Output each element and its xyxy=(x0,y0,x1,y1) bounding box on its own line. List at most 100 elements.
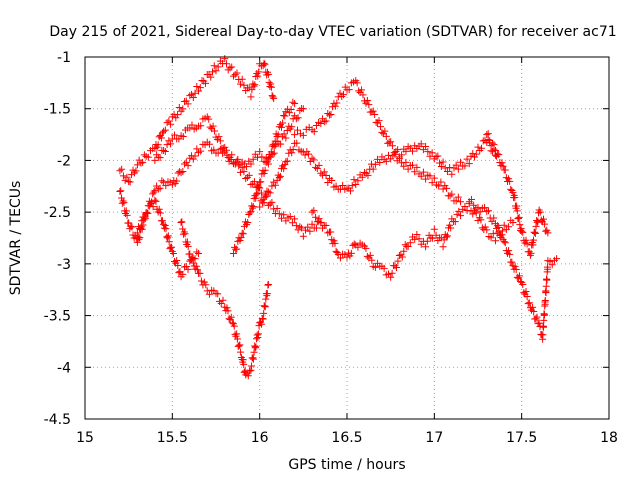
data-point-marker xyxy=(195,87,203,95)
data-point-marker xyxy=(214,63,222,71)
data-point-marker xyxy=(119,172,127,180)
data-point-marker xyxy=(312,224,320,232)
data-point-marker xyxy=(291,131,299,139)
data-point-marker xyxy=(436,159,444,167)
data-point-marker xyxy=(252,190,260,198)
data-point-marker xyxy=(226,64,234,72)
data-point-marker xyxy=(174,261,182,269)
data-point-marker xyxy=(182,263,190,271)
data-point-marker xyxy=(179,270,187,278)
data-point-marker xyxy=(278,123,285,131)
data-point-marker xyxy=(270,143,278,151)
data-point-marker xyxy=(118,194,126,202)
data-point-marker xyxy=(253,153,261,161)
data-point-marker xyxy=(131,231,139,239)
data-point-marker xyxy=(299,131,307,139)
data-point-marker xyxy=(352,180,360,188)
data-point-marker xyxy=(210,62,218,70)
data-point-marker xyxy=(260,309,268,317)
data-point-marker xyxy=(523,240,531,248)
data-point-marker xyxy=(415,235,423,243)
data-point-marker xyxy=(119,197,127,205)
data-point-marker xyxy=(255,68,263,76)
data-point-marker xyxy=(244,372,252,380)
data-point-marker xyxy=(123,211,131,219)
data-point-marker xyxy=(409,161,416,169)
data-point-marker xyxy=(299,232,307,240)
data-point-marker xyxy=(474,203,482,211)
data-point-marker xyxy=(265,78,273,86)
data-point-marker xyxy=(261,191,269,199)
data-point-marker xyxy=(139,221,147,229)
chart-title: Day 215 of 2021, Sidereal Day-to-day VTE… xyxy=(49,24,616,40)
data-point-marker xyxy=(355,87,363,95)
data-point-marker xyxy=(195,250,203,258)
data-point-marker xyxy=(193,83,201,91)
data-point-marker xyxy=(198,76,206,84)
data-point-marker xyxy=(207,73,215,81)
data-point-marker xyxy=(312,213,320,221)
data-point-marker xyxy=(236,80,244,88)
data-point-marker xyxy=(516,221,524,229)
data-point-marker xyxy=(255,184,263,192)
data-point-marker xyxy=(267,150,275,158)
data-point-marker xyxy=(338,93,346,101)
data-point-marker xyxy=(315,215,323,223)
data-point-marker xyxy=(472,150,480,158)
data-point-marker xyxy=(159,217,167,225)
data-point-marker xyxy=(165,238,173,246)
data-point-marker xyxy=(279,119,287,127)
data-point-marker xyxy=(350,240,358,248)
data-point-marker xyxy=(229,72,237,80)
data-point-marker xyxy=(529,241,537,249)
data-point-marker xyxy=(256,319,264,327)
data-point-marker xyxy=(256,203,264,211)
data-point-marker xyxy=(305,150,313,158)
data-point-marker xyxy=(327,111,335,119)
data-point-marker xyxy=(231,71,239,79)
data-point-marker xyxy=(463,155,471,163)
data-point-marker xyxy=(285,109,293,117)
data-point-marker xyxy=(419,168,427,176)
data-point-marker xyxy=(340,91,348,99)
data-point-marker xyxy=(426,172,434,180)
data-point-marker xyxy=(280,211,288,219)
data-point-marker xyxy=(511,262,519,270)
data-point-marker xyxy=(313,218,321,226)
data-point-marker xyxy=(184,162,192,170)
data-point-marker xyxy=(151,196,159,204)
x-tick-label: 15.5 xyxy=(157,430,188,446)
data-point-marker xyxy=(524,300,532,308)
data-point-marker xyxy=(360,168,368,176)
data-point-marker xyxy=(162,182,170,190)
data-point-marker xyxy=(540,310,548,318)
data-point-marker xyxy=(365,101,373,109)
data-point-marker xyxy=(274,131,282,139)
data-point-marker xyxy=(522,288,530,296)
data-point-marker xyxy=(281,112,289,120)
series-track-11 xyxy=(229,98,299,258)
data-point-marker xyxy=(227,155,235,163)
data-point-marker xyxy=(283,127,291,135)
data-point-marker xyxy=(452,197,460,205)
x-tick-label: 17 xyxy=(425,430,443,446)
data-point-marker xyxy=(172,114,180,122)
data-point-marker xyxy=(369,107,377,115)
data-point-marker xyxy=(244,219,252,227)
series-track-4 xyxy=(291,77,499,178)
data-point-marker xyxy=(164,232,172,240)
data-point-marker xyxy=(292,115,300,123)
data-point-marker xyxy=(206,123,214,131)
data-point-marker xyxy=(249,155,257,163)
data-point-marker xyxy=(435,182,443,190)
data-point-marker xyxy=(484,130,492,138)
y-tick-label: -3.5 xyxy=(44,309,71,325)
data-point-marker xyxy=(539,331,547,339)
data-point-marker xyxy=(248,362,256,370)
y-tick-label: -2.5 xyxy=(44,205,71,221)
data-point-marker xyxy=(193,248,201,256)
data-point-marker xyxy=(411,235,419,243)
data-point-marker xyxy=(149,203,157,211)
data-point-marker xyxy=(368,256,376,264)
data-point-marker xyxy=(437,163,445,171)
